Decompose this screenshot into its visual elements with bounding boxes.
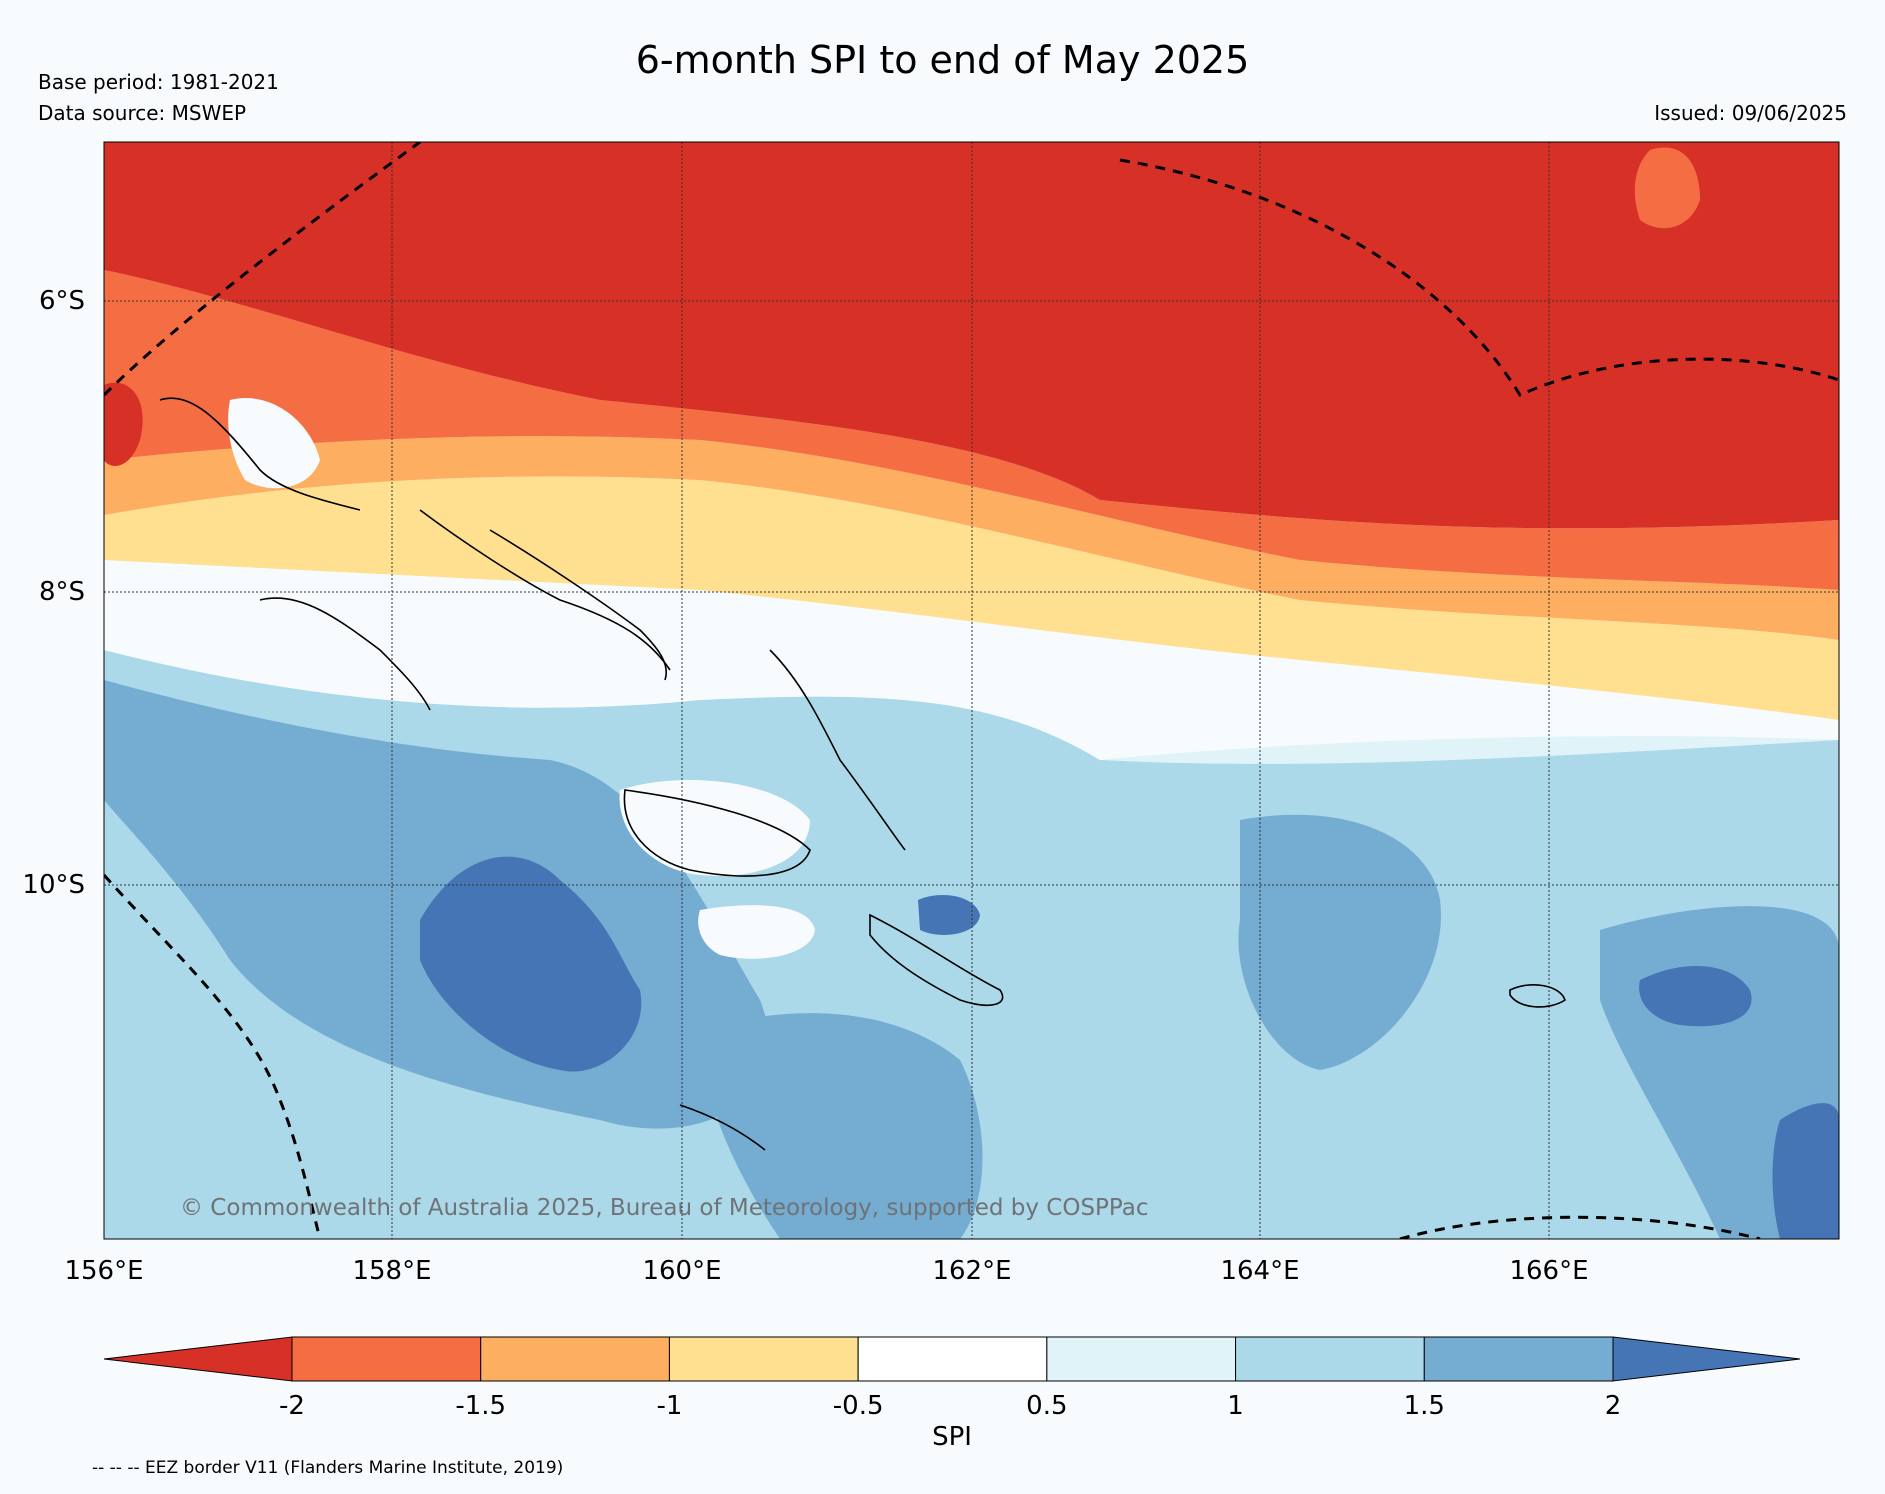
lon-label-164e: 164°E — [1220, 1256, 1300, 1286]
spi-band-near-normal — [104, 551, 1839, 1239]
colorbar-segment-below-min — [103, 1336, 293, 1382]
island-makira — [869, 913, 1004, 1006]
spi-band-near-normal-pocket — [228, 398, 320, 489]
island-bougainville — [159, 397, 361, 511]
base-period: Base period: 1981-2021 — [38, 70, 279, 94]
lon-label-166e: 166°E — [1509, 1256, 1589, 1286]
lat-label-10s: 10°S — [22, 870, 85, 900]
spi-band-wet-extreme-2 — [1639, 966, 1752, 1027]
issued-date: Issued: 09/06/2025 — [1654, 101, 1847, 125]
colorbar-tick-label: 1 — [1227, 1391, 1244, 1421]
eez-border-2 — [1119, 158, 1839, 397]
spi-band-near-normal-2 — [619, 780, 810, 876]
lon-label-160e: 160°E — [642, 1256, 722, 1286]
spi-band-dry-spot-2 — [104, 382, 143, 466]
island-santa-cruz — [1509, 984, 1566, 1008]
spi-band-wet-extreme-1 — [420, 856, 642, 1072]
colorbar-tick-label: -2 — [279, 1391, 305, 1421]
colorbar-tick-label: 0.5 — [1026, 1391, 1068, 1421]
copyright-notice: © Commonwealth of Australia 2025, Bureau… — [180, 1195, 1149, 1221]
island-choiseul — [419, 509, 671, 671]
colorbar-segment — [291, 1336, 482, 1382]
colorbar-tick-label: -0.5 — [832, 1391, 884, 1421]
colorbar-segment — [668, 1336, 859, 1382]
colorbar-tick-label: -1.5 — [455, 1391, 507, 1421]
colorbar-tick-label: 1.5 — [1403, 1391, 1445, 1421]
eez-border-4 — [1399, 1215, 1761, 1239]
colorbar-segment — [1235, 1336, 1425, 1382]
island-rennell — [679, 1104, 766, 1151]
map-title: 6-month SPI to end of May 2025 — [635, 38, 1250, 82]
data-source: Data source: MSWEP — [38, 101, 247, 125]
eez-border-3 — [104, 874, 322, 1239]
spi-band-dry-moderate — [104, 436, 1839, 640]
colorbar-segment — [1046, 1336, 1237, 1382]
island-santa-isabel — [489, 529, 667, 681]
lon-label-162e: 162°E — [932, 1256, 1012, 1286]
colorbar-tick-label: -1 — [656, 1391, 683, 1421]
island-guadalcanal — [623, 789, 811, 877]
colorbar-label: SPI — [932, 1422, 972, 1452]
spi-band-near-normal-3 — [698, 905, 815, 959]
spi-band-wet-extreme-4 — [918, 895, 980, 935]
spi-band-wet-severe-2 — [1238, 814, 1441, 1070]
spi-colorbar — [103, 1336, 1801, 1382]
spi-band-wet-severe-4 — [700, 1013, 983, 1239]
eez-note: -- -- -- EEZ border V11 (Flanders Marine… — [92, 1458, 564, 1478]
colorbar-segment — [1423, 1336, 1614, 1382]
island-malaita — [769, 649, 906, 851]
colorbar-tick-label: 2 — [1604, 1391, 1622, 1421]
colorbar-segment-above-max — [1612, 1336, 1801, 1382]
spi-band-dry-severe — [104, 270, 1839, 590]
spi-band-wet-extreme-3 — [1772, 1103, 1839, 1239]
lat-label-6s: 6°S — [38, 286, 85, 316]
colorbar-segment — [480, 1336, 670, 1382]
lat-label-8s: 8°S — [38, 577, 85, 607]
eez-border-1 — [104, 142, 421, 397]
lon-label-158e: 158°E — [352, 1256, 432, 1286]
spi-band-dry-spot-1 — [1634, 147, 1700, 229]
island-new-georgia — [259, 597, 431, 711]
lon-label-156e: 156°E — [64, 1256, 144, 1286]
colorbar-segment — [857, 1336, 1048, 1382]
